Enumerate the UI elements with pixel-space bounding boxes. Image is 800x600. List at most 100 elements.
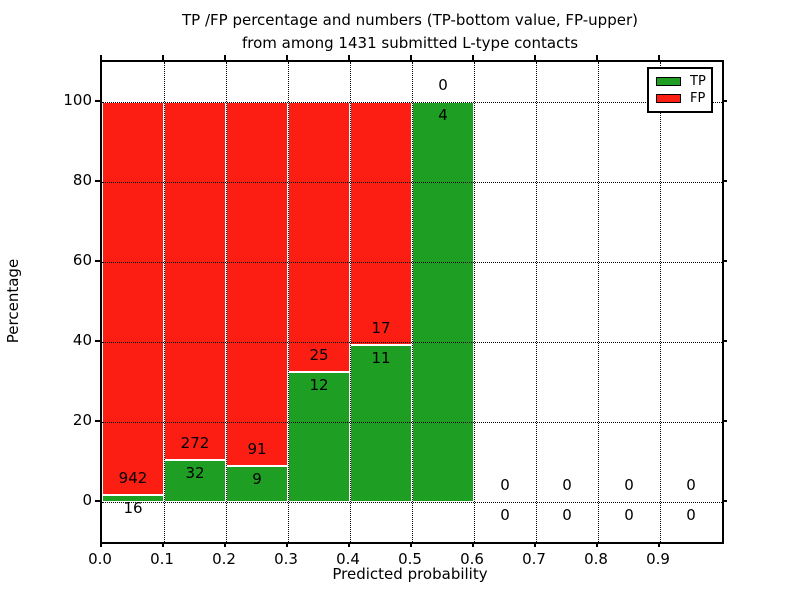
legend-label-tp: TP (690, 74, 706, 89)
fp-count-label: 0 (438, 76, 448, 94)
chart-title: TP /FP percentage and numbers (TP-bottom… (100, 9, 720, 54)
bar-tp-segment (102, 495, 164, 502)
y-tick-mark (95, 260, 100, 262)
x-tick-mark-top (286, 55, 288, 60)
vertical-gridline (164, 62, 165, 542)
y-tick-mark (95, 340, 100, 342)
y-tick-label: 80 (72, 171, 92, 189)
fp-count-label: 0 (500, 476, 510, 494)
y-tick-mark-right (722, 260, 727, 262)
tp-color-swatch (656, 77, 681, 86)
vertical-gridline (660, 62, 661, 542)
x-tick-mark-top (224, 55, 226, 60)
tp-count-label: 16 (123, 499, 143, 518)
x-tick-mark (410, 542, 412, 547)
chart-title-line2: from among 1431 submitted L-type contact… (241, 33, 579, 52)
y-tick-mark-right (722, 420, 727, 422)
x-tick-mark (596, 542, 598, 547)
y-tick-mark (95, 500, 100, 502)
x-tick-mark-top (596, 55, 598, 60)
x-tick-label: 0.5 (398, 550, 422, 568)
fp-count-label: 942 (118, 469, 148, 488)
x-tick-mark (286, 542, 288, 547)
vertical-gridline (412, 62, 413, 542)
plot-area: 942 16 272 32 91 9 25 12 17 11 0 4 0 0 0 0 0 0 0 0 (100, 60, 724, 544)
x-tick-label: 0.3 (274, 550, 298, 568)
bar-fp-segment (164, 102, 226, 460)
legend: TP FP (647, 67, 713, 113)
tp-count-label: 0 (686, 506, 696, 524)
tp-count-label: 0 (562, 506, 572, 524)
x-tick-mark (162, 542, 164, 547)
vertical-gridline (536, 62, 537, 542)
bar-fp-segment (226, 102, 288, 466)
tp-count-label: 32 (185, 463, 205, 482)
legend-row-tp: TP (649, 75, 711, 88)
x-tick-label: 0.1 (150, 550, 174, 568)
vertical-gridline (598, 62, 599, 542)
x-tick-mark (348, 542, 350, 547)
fp-count-label: 25 (309, 346, 329, 365)
x-tick-label: 0.2 (212, 550, 236, 568)
tp-count-label: 4 (438, 106, 448, 124)
x-tick-label: 0.9 (646, 550, 670, 568)
bar-tp-segment (412, 102, 474, 502)
fp-count-label: 272 (180, 433, 210, 452)
y-tick-label: 60 (72, 251, 92, 269)
x-tick-label: 0.8 (584, 550, 608, 568)
fp-color-swatch (656, 94, 681, 103)
x-tick-mark (224, 542, 226, 547)
fp-count-label: 17 (371, 318, 391, 337)
fp-count-label: 0 (624, 476, 634, 494)
x-tick-label: 0.4 (336, 550, 360, 568)
x-tick-mark-top (348, 55, 350, 60)
x-tick-label: 0.6 (460, 550, 484, 568)
fp-count-label: 0 (686, 476, 696, 494)
x-axis-label: Predicted probability (332, 565, 488, 583)
x-tick-mark-top (100, 55, 102, 60)
y-axis-label: Percentage (4, 258, 22, 344)
legend-row-fp: FP (649, 92, 711, 105)
bar-tp-segment (288, 372, 350, 502)
fp-count-label: 0 (562, 476, 572, 494)
y-tick-mark (95, 420, 100, 422)
bar-fp-segment (350, 102, 412, 345)
legend-label-fp: FP (690, 91, 706, 106)
vertical-gridline (474, 62, 475, 542)
bar-fp-segment (288, 102, 350, 373)
tp-count-label: 0 (624, 506, 634, 524)
x-tick-label: 0.7 (522, 550, 546, 568)
y-tick-mark-right (722, 340, 727, 342)
x-tick-mark-top (658, 55, 660, 60)
x-tick-mark-top (162, 55, 164, 60)
x-tick-mark (658, 542, 660, 547)
tp-count-label: 11 (371, 348, 391, 367)
x-tick-mark (100, 542, 102, 547)
x-tick-mark-top (472, 55, 474, 60)
x-tick-mark-top (410, 55, 412, 60)
bar-tp-segment (164, 459, 226, 502)
chart-title-line1: TP /FP percentage and numbers (TP-bottom… (182, 11, 638, 29)
y-tick-mark-right (722, 180, 727, 182)
y-tick-label: 20 (72, 411, 92, 429)
bar-tp-segment (350, 344, 412, 502)
y-tick-mark-right (722, 500, 727, 502)
y-tick-label: 100 (63, 91, 92, 109)
vertical-gridline (350, 62, 351, 542)
y-tick-label: 0 (82, 491, 92, 509)
x-tick-mark-top (534, 55, 536, 60)
x-tick-mark (534, 542, 536, 547)
x-tick-mark (472, 542, 474, 547)
tp-count-label: 9 (252, 470, 262, 488)
bar-fp-segment (102, 102, 164, 496)
y-tick-mark-right (722, 100, 727, 102)
x-tick-label: 0.0 (88, 550, 112, 568)
vertical-gridline (288, 62, 289, 542)
y-tick-label: 40 (72, 331, 92, 349)
tp-count-label: 12 (309, 376, 329, 395)
y-tick-mark (95, 100, 100, 102)
fp-count-label: 91 (247, 440, 267, 458)
tp-count-label: 0 (500, 506, 510, 524)
vertical-gridline (226, 62, 227, 542)
